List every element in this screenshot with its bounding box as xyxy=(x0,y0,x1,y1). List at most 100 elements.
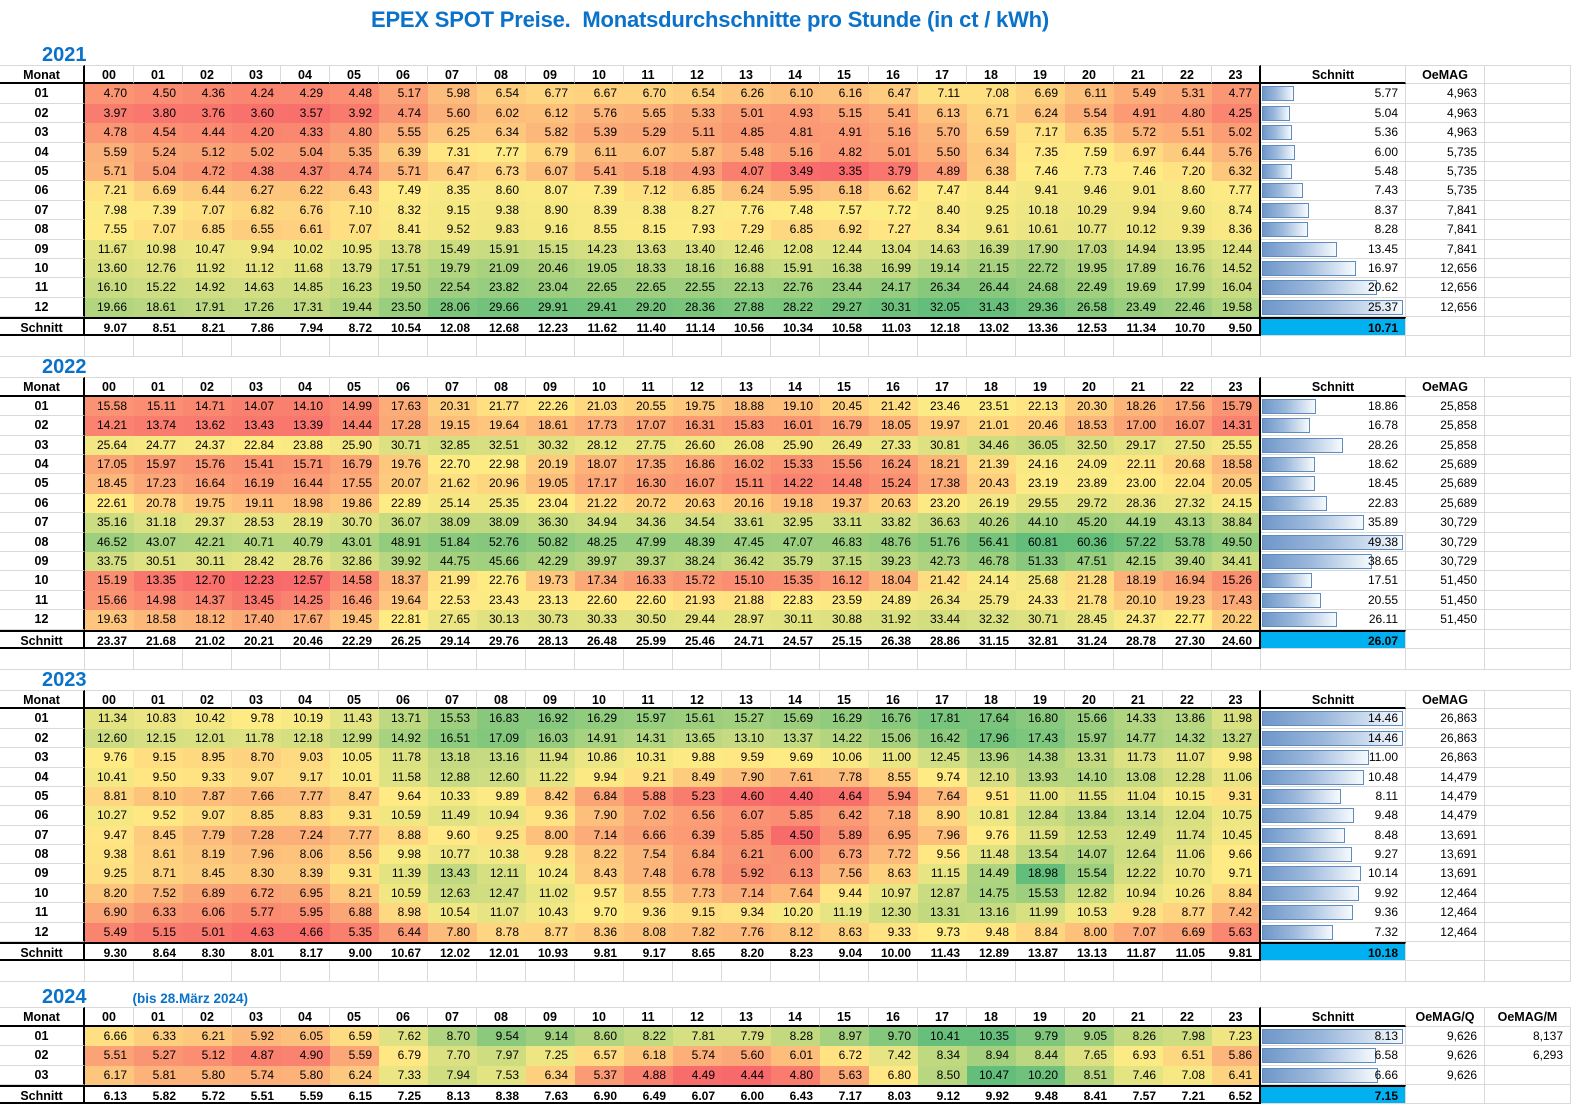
price-cell: 12.63 xyxy=(428,883,477,904)
price-cell: 6.79 xyxy=(379,1046,428,1066)
price-cell: 10.42 xyxy=(183,709,232,729)
avg-row-cell: 9.17 xyxy=(624,942,673,962)
price-cell: 13.79 xyxy=(330,258,379,279)
month-row: 06 7.21 6.69 6.44 6.27 6.22 6.43 7.49 8.35 8.60 8.… xyxy=(0,181,1571,201)
price-cell: 16.44 xyxy=(281,474,330,494)
oemag-value: 25,689 xyxy=(1406,474,1485,494)
price-cell: 9.66 xyxy=(1212,845,1261,865)
price-cell: 6.80 xyxy=(869,1065,918,1085)
price-cell: 32.32 xyxy=(967,610,1016,630)
price-cell: 23.49 xyxy=(1114,297,1163,318)
price-cell: 8.77 xyxy=(1163,903,1212,923)
price-cell: 7.70 xyxy=(428,1046,477,1066)
avg-row-cell: 10.54 xyxy=(379,317,428,337)
oemag-value: 9,626 xyxy=(1406,1046,1485,1066)
avg-data-bar xyxy=(1262,260,1356,276)
price-cell: 7.29 xyxy=(722,220,771,240)
price-cell: 8.85 xyxy=(232,806,281,826)
hour-header: 03 xyxy=(232,377,281,397)
month-label: 07 xyxy=(0,825,85,846)
price-cell: 7.46 xyxy=(1114,161,1163,182)
price-cell: 6.18 xyxy=(820,181,869,201)
avg-data-bar xyxy=(1262,86,1294,102)
price-cell: 37.15 xyxy=(820,551,869,572)
price-cell: 15.97 xyxy=(134,455,183,475)
price-cell: 16.46 xyxy=(330,590,379,611)
price-cell: 10.61 xyxy=(1016,220,1065,240)
price-cell: 9.33 xyxy=(869,922,918,943)
avg-data-bar xyxy=(1262,398,1316,414)
hour-header: 22 xyxy=(1163,689,1212,710)
price-cell: 17.89 xyxy=(1114,258,1163,279)
avg-row-cell: 24.57 xyxy=(771,629,820,649)
price-cell: 21.28 xyxy=(1065,571,1114,591)
empty-cell xyxy=(0,648,85,670)
price-cell: 15.61 xyxy=(673,709,722,729)
empty-cell xyxy=(1016,648,1065,670)
empty-cell xyxy=(1485,610,1571,630)
month-row: 05 18.45 17.23 16.64 16.19 16.44 17.55 20.07 21.… xyxy=(0,474,1571,494)
price-cell: 6.72 xyxy=(820,1046,869,1066)
avg-row-cell: 6.49 xyxy=(624,1084,673,1105)
avg-data-bar xyxy=(1262,711,1403,727)
avg-value: 18.62 xyxy=(1367,457,1398,472)
hour-header: 08 xyxy=(477,377,526,397)
price-cell: 16.38 xyxy=(820,258,869,279)
avg-row-cell: 32.81 xyxy=(1016,629,1065,649)
price-cell: 18.05 xyxy=(869,416,918,436)
oemag-month-value xyxy=(1485,1065,1571,1085)
avg-value: 16.78 xyxy=(1367,418,1398,433)
avg-column-header: Schnitt xyxy=(1261,65,1406,85)
hour-header: 11 xyxy=(624,689,673,710)
price-cell: 12.15 xyxy=(134,728,183,749)
oemag-value: 12,656 xyxy=(1406,278,1485,298)
price-cell: 5.41 xyxy=(869,103,918,124)
price-cell: 21.88 xyxy=(722,590,771,611)
price-cell: 11.19 xyxy=(820,903,869,923)
price-cell: 8.34 xyxy=(918,1046,967,1066)
price-cell: 9.51 xyxy=(967,786,1016,807)
price-cell: 6.12 xyxy=(526,103,575,124)
price-cell: 7.10 xyxy=(330,200,379,221)
avg-cell: 18.86 xyxy=(1261,396,1406,417)
price-cell: 22.49 xyxy=(1065,278,1114,298)
price-cell: 14.99 xyxy=(330,396,379,417)
hour-header: 11 xyxy=(624,377,673,397)
price-cell: 22.72 xyxy=(1016,258,1065,279)
price-cell: 4.29 xyxy=(281,84,330,104)
price-cell: 8.61 xyxy=(134,845,183,865)
avg-row-cell: 8.51 xyxy=(134,317,183,337)
price-cell: 7.90 xyxy=(722,767,771,787)
price-cell: 7.98 xyxy=(85,200,134,221)
price-cell: 31.43 xyxy=(967,297,1016,318)
price-cell: 10.02 xyxy=(281,239,330,259)
oemag-value: 13,691 xyxy=(1406,825,1485,846)
year-heading-row: 2023 xyxy=(0,670,1571,690)
price-cell: 16.12 xyxy=(820,571,869,591)
hour-header: 21 xyxy=(1114,65,1163,85)
avg-row-cell: 11.14 xyxy=(673,317,722,337)
empty-cell xyxy=(1065,961,1114,983)
price-cell: 18.58 xyxy=(1212,455,1261,475)
oemag-value: 4,963 xyxy=(1406,123,1485,143)
price-cell: 9.36 xyxy=(624,903,673,923)
month-column-header: Monat xyxy=(0,1007,85,1027)
price-cell: 14.10 xyxy=(1065,767,1114,787)
price-cell: 6.25 xyxy=(428,123,477,143)
price-cell: 8.44 xyxy=(1016,1046,1065,1066)
price-cell: 24.16 xyxy=(1016,455,1065,475)
price-cell: 14.94 xyxy=(1114,239,1163,259)
price-cell: 15.66 xyxy=(85,590,134,611)
empty-cell xyxy=(771,336,820,358)
price-cell: 5.16 xyxy=(869,123,918,143)
month-row: 04 5.59 5.24 5.12 5.02 5.04 5.35 6.39 7.31 7.77 6.… xyxy=(0,142,1571,162)
price-cell: 3.35 xyxy=(820,161,869,182)
price-cell: 33.75 xyxy=(85,551,134,572)
price-cell: 20.96 xyxy=(477,474,526,494)
month-row: 02 14.21 13.74 13.62 13.43 13.39 14.44 17.28 19.… xyxy=(0,416,1571,436)
price-cell: 23.59 xyxy=(820,590,869,611)
price-cell: 14.37 xyxy=(183,590,232,611)
price-cell: 18.16 xyxy=(673,258,722,279)
oemag-value: 51,450 xyxy=(1406,590,1485,611)
month-label: 10 xyxy=(0,883,85,904)
